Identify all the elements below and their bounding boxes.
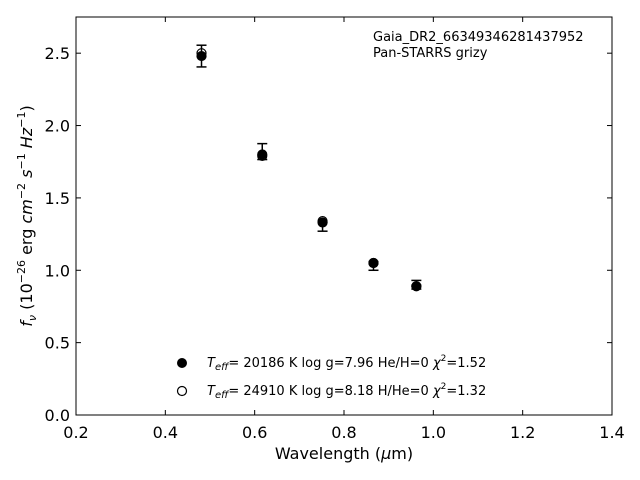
x-tick-label: 1.2 bbox=[510, 423, 535, 442]
model-point-open bbox=[411, 281, 422, 292]
y-axis-ticks: 0.0 0.5 1.0 1.5 2.0 2.5 bbox=[45, 44, 612, 425]
y-tick-label: 0.5 bbox=[45, 334, 70, 353]
legend: Teff= 20186 K log g=7.96 He/H=0 χ2=1.52 … bbox=[176, 354, 486, 401]
y-tick-label: 1.0 bbox=[45, 261, 70, 280]
y-tick-label: 0.0 bbox=[45, 406, 70, 425]
legend-entry: Teff= 24910 K log g=8.18 H/He=0 χ2=1.32 bbox=[176, 382, 486, 401]
x-tick-label: 1.0 bbox=[421, 423, 446, 442]
legend-comp-2: H/He=0 bbox=[378, 384, 429, 399]
survey-annotation: Pan-STARRS grizy bbox=[373, 46, 488, 61]
legend-teff-2: = 24910 K bbox=[228, 384, 298, 399]
data-points bbox=[196, 48, 422, 292]
legend-chi-2: =1.32 bbox=[446, 384, 486, 399]
legend-teff-1: = 20186 K bbox=[228, 356, 298, 371]
model-point-open bbox=[317, 215, 328, 227]
legend-chi-1: =1.52 bbox=[446, 356, 486, 371]
x-tick-label: 1.4 bbox=[599, 423, 624, 442]
model-point-open bbox=[368, 257, 379, 269]
svg-text:Teff= 20186 K log g=7.96 He/: Teff= 20186 K log g=7.96 He/H=0 χ2=1.52 bbox=[207, 354, 486, 373]
y-tick-label: 2.0 bbox=[45, 117, 70, 136]
svg-text:fν (10−26 erg cm−2 s−1 Hz−1): fν (10−26 erg cm−2 s−1 Hz−1) bbox=[15, 105, 39, 326]
error-bars bbox=[196, 44, 422, 290]
x-axis-ticks: 0.2 0.4 0.6 0.8 1.0 1.2 1.4 bbox=[63, 17, 625, 442]
legend-marker-filled bbox=[177, 358, 187, 368]
x-axis-label: Wavelength (μm) bbox=[275, 444, 413, 463]
legend-logg-1: log g=7.96 bbox=[302, 356, 374, 371]
y-tick-label: 1.5 bbox=[45, 189, 70, 208]
legend-marker-open bbox=[176, 385, 188, 397]
star-id-annotation: Gaia_DR2_66349346281437952 bbox=[373, 30, 584, 45]
legend-comp-1: He/H=0 bbox=[378, 356, 429, 371]
x-tick-label: 0.4 bbox=[153, 423, 178, 442]
legend-entry: Teff= 20186 K log g=7.96 He/H=0 χ2=1.52 bbox=[177, 354, 486, 373]
model-point-open bbox=[196, 48, 207, 59]
x-tick-label: 0.6 bbox=[242, 423, 267, 442]
x-tick-label: 0.2 bbox=[63, 423, 88, 442]
x-tick-label: 0.8 bbox=[331, 423, 356, 442]
svg-text:Teff= 24910 K log g=8.18 H/H: Teff= 24910 K log g=8.18 H/He=0 χ2=1.32 bbox=[207, 382, 486, 401]
y-axis-label: fν (10−26 erg cm−2 s−1 Hz−1) bbox=[15, 105, 39, 326]
legend-logg-2: log g=8.18 bbox=[302, 384, 374, 399]
model-point-filled bbox=[196, 50, 207, 62]
model-point-open bbox=[257, 150, 268, 162]
y-tick-label: 2.5 bbox=[45, 44, 70, 63]
